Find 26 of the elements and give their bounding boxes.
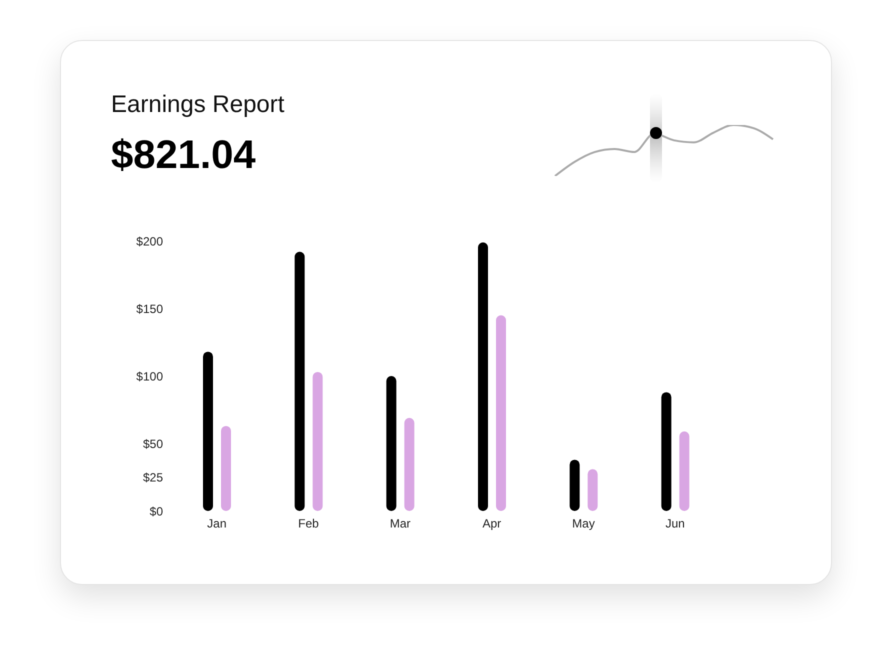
bar bbox=[294, 252, 305, 511]
x-tick-label: Feb bbox=[298, 516, 320, 531]
x-tick-label: Mar bbox=[390, 516, 411, 531]
bar bbox=[496, 315, 506, 511]
bar bbox=[386, 376, 396, 511]
y-tick-label: $25 bbox=[142, 470, 164, 485]
bar bbox=[679, 431, 690, 511]
bar bbox=[588, 469, 598, 511]
text: $821.04 bbox=[111, 133, 256, 178]
bar bbox=[203, 352, 213, 511]
bar bbox=[404, 418, 414, 511]
y-tick-label: $200 bbox=[136, 234, 164, 248]
bar bbox=[570, 460, 580, 511]
y-tick-label: $150 bbox=[136, 302, 164, 316]
y-tick-label: $50 bbox=[142, 436, 164, 451]
text: Earnings Report bbox=[111, 91, 284, 119]
x-tick-label: May bbox=[572, 516, 595, 531]
x-tick-label: Jun bbox=[665, 516, 685, 531]
y-tick-label: $100 bbox=[136, 369, 164, 384]
bar bbox=[221, 426, 231, 511]
y-tick-label: $0 bbox=[150, 504, 164, 518]
bar bbox=[661, 392, 672, 511]
x-tick-label: Apr bbox=[482, 516, 502, 531]
bar bbox=[478, 242, 488, 511]
x-tick-label: Jan bbox=[207, 516, 227, 531]
bar bbox=[312, 372, 323, 511]
